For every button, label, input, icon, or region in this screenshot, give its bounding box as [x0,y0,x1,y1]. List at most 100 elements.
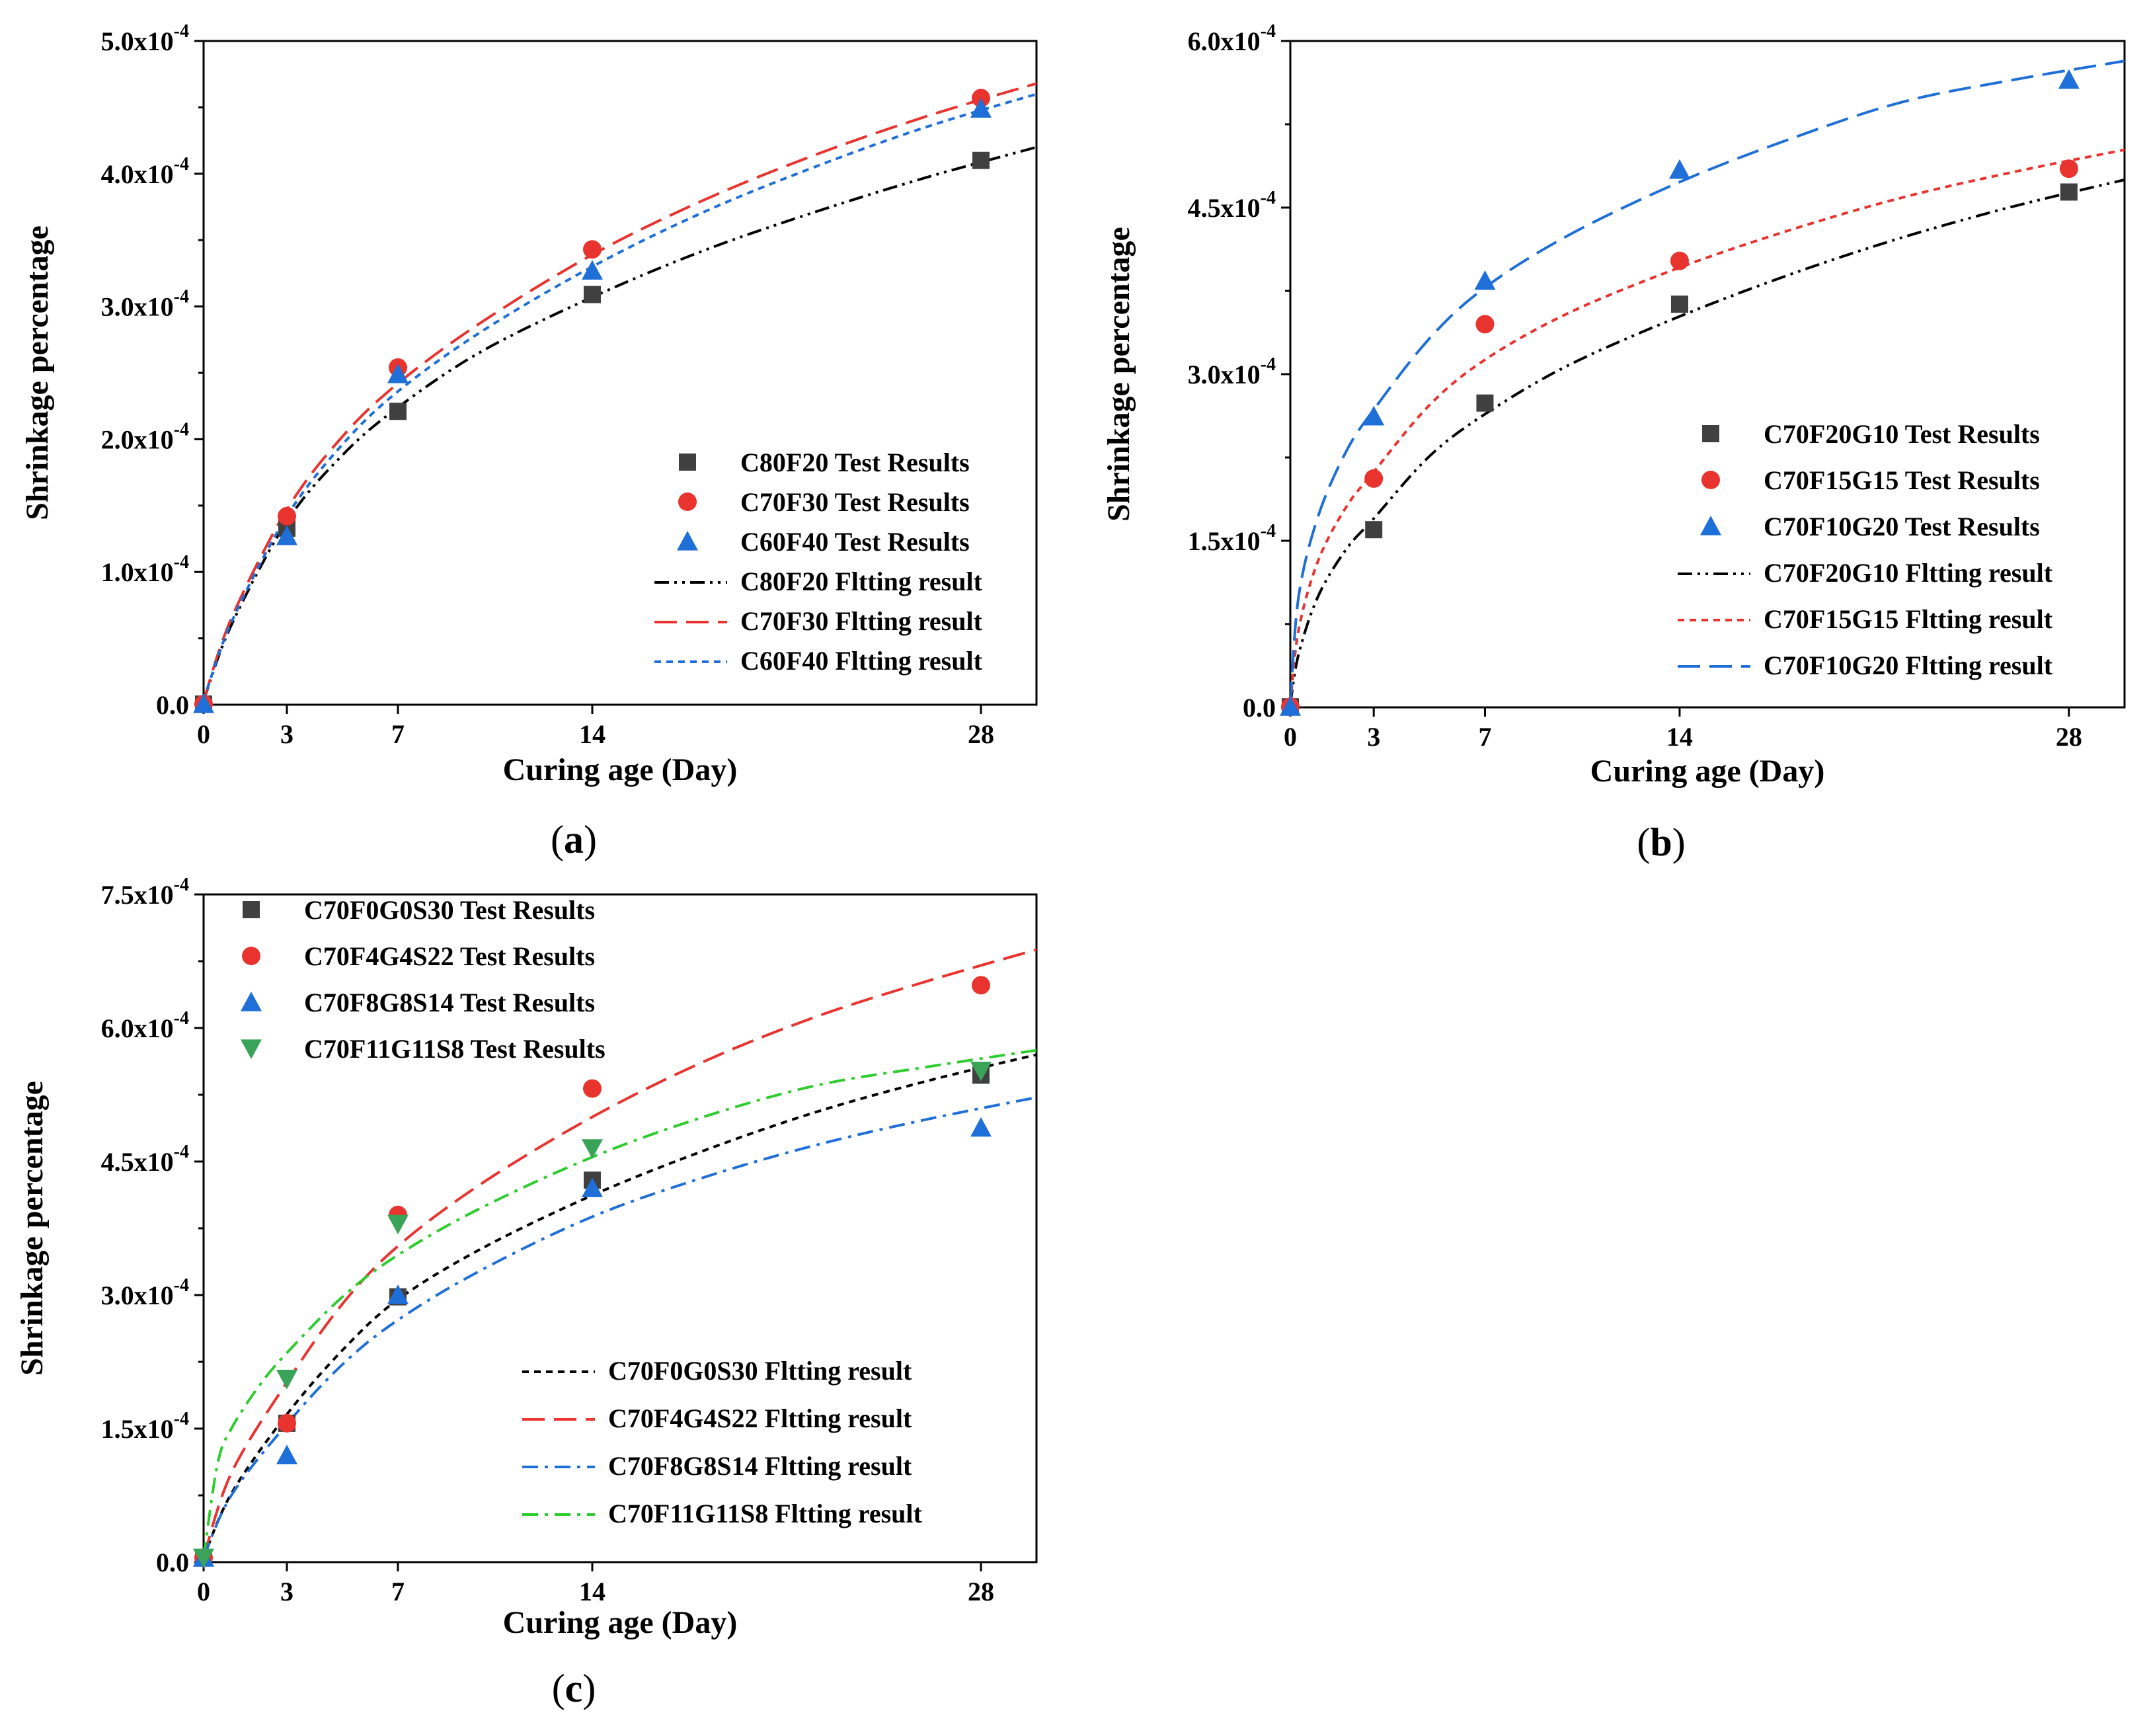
x-tick-label: 3 [1367,722,1380,752]
y-tick-base: 4.5x10 [101,1147,174,1177]
data-point [1668,159,1690,179]
data-point [582,1139,603,1159]
y-tick-label: 3.0x10-4 [101,1275,189,1310]
x-tick-label: 14 [1666,722,1693,752]
data-point [276,525,297,545]
legend-label: C70F11G11S8 Test Results [304,1034,605,1064]
x-tick-label: 0 [1284,722,1297,752]
data-point [1670,296,1688,313]
y-tick-base: 1.5x10 [101,1414,174,1444]
legend-label: C60F40 Test Results [740,527,970,557]
y-axis-title: Shrinkage percentage [20,225,55,520]
series-line [1290,59,2125,705]
y-tick-label: 1.5x10-4 [1188,521,1276,556]
panel-label: (a) [551,818,597,861]
legend-label: C70F15G15 Test Results [1764,465,2040,495]
y-tick-label: 4.0x10-4 [101,154,189,189]
data-point [972,151,990,169]
y-tick-label: 6.0x10-4 [1188,21,1276,56]
series-line [204,1048,1036,1558]
legend-marker [679,454,696,471]
y-tick-base: 1.0x10 [101,557,174,587]
data-point [582,1177,603,1197]
legend-label: C70F8G8S14 Fltting result [608,1451,912,1481]
y-tick-exponent: -4 [1261,188,1276,208]
data-point [2060,183,2078,201]
legend-label: C70F30 Test Results [740,487,970,517]
data-point [584,286,601,303]
legend-label: C70F4G4S22 Test Results [304,941,595,971]
data-point [583,240,602,259]
series-line [1290,148,2125,705]
legend-label: C80F20 Fltting result [740,567,983,596]
legend-marker [241,1039,262,1059]
y-tick-exponent: -4 [174,1275,189,1296]
data-point [1364,469,1384,488]
data-point [278,1413,296,1433]
data-point [1670,251,1689,270]
legend-marker [677,531,698,551]
series-line [1290,178,2125,705]
legend-label: C70F10G20 Test Results [1764,512,2040,541]
series-line [204,93,1036,701]
x-axis-title: Curing age (Day) [503,1605,738,1640]
y-tick-label: 4.5x10-4 [101,1142,189,1177]
y-tick-label: 0.0 [156,1548,189,1577]
y-tick-exponent: -4 [1261,521,1276,541]
x-tick-label: 0 [197,1577,210,1606]
panel-label-close: ) [584,818,597,861]
data-point [583,1079,602,1098]
y-tick-base: 3.0x10 [101,1281,174,1310]
series-line [204,82,1036,701]
data-point [970,1062,992,1082]
y-tick-exponent: -4 [1261,21,1276,42]
y-tick-base: 6.0x10 [101,1013,174,1043]
series-line [204,145,1036,701]
data-point [1474,270,1496,290]
legend-marker [1701,471,1720,489]
legend-label: C70F30 Fltting result [740,606,983,636]
y-tick-label: 3.0x10-4 [1188,354,1276,389]
y-tick-exponent: -4 [174,21,189,42]
data-point [1476,394,1494,412]
legend-label: C70F11G11S8 Fltting result [608,1499,923,1528]
data-point [1365,521,1383,539]
x-axis-title: Curing age (Day) [503,752,738,787]
x-tick-label: 14 [579,719,605,749]
y-tick-exponent: -4 [174,287,189,307]
panel-label-letter: c [565,1667,583,1710]
plot-frame [202,40,1038,706]
panel-label-close: ) [582,1667,596,1710]
data-point [389,403,407,420]
plot-area [1290,59,2125,705]
y-tick-base: 2.0x10 [101,424,174,454]
chart-panel-c: 0 3 7 14 280.01.5x10-43.0x10-44.5x10-46.0x10… [15,875,1038,1710]
x-tick-label: 7 [391,1577,405,1606]
y-tick-base: 1.5x10 [1188,526,1261,556]
y-tick-label: 3.0x10-4 [101,287,189,322]
y-tick-label: 4.5x10-4 [1188,188,1276,223]
panel-label-open: ( [552,1667,565,1710]
data-point [2058,69,2080,89]
x-tick-label: 14 [579,1577,605,1606]
x-tick-label: 0 [197,719,210,749]
y-tick-exponent: -4 [174,1409,189,1429]
y-tick-base: 6.0x10 [1188,26,1261,56]
data-point [1280,696,1301,716]
y-tick-base: 4.0x10 [101,159,174,189]
legend-marker [1702,425,1719,442]
data-point [972,976,990,995]
panel-label-open: ( [551,818,564,861]
y-tick-label: 1.5x10-4 [101,1409,189,1444]
panel-label: (c) [552,1667,596,1710]
y-tick-exponent: -4 [174,552,189,572]
data-point [276,1369,297,1390]
y-tick-label: 2.0x10-4 [101,419,189,454]
y-tick-label: 1.0x10-4 [101,552,189,587]
data-point [972,89,990,108]
legend-label: C60F40 Fltting result [740,646,983,676]
series-line [204,1053,1036,1559]
y-tick-label: 0.0 [1243,693,1276,723]
y-axis-title: Shrinkage percentage [15,1081,50,1376]
